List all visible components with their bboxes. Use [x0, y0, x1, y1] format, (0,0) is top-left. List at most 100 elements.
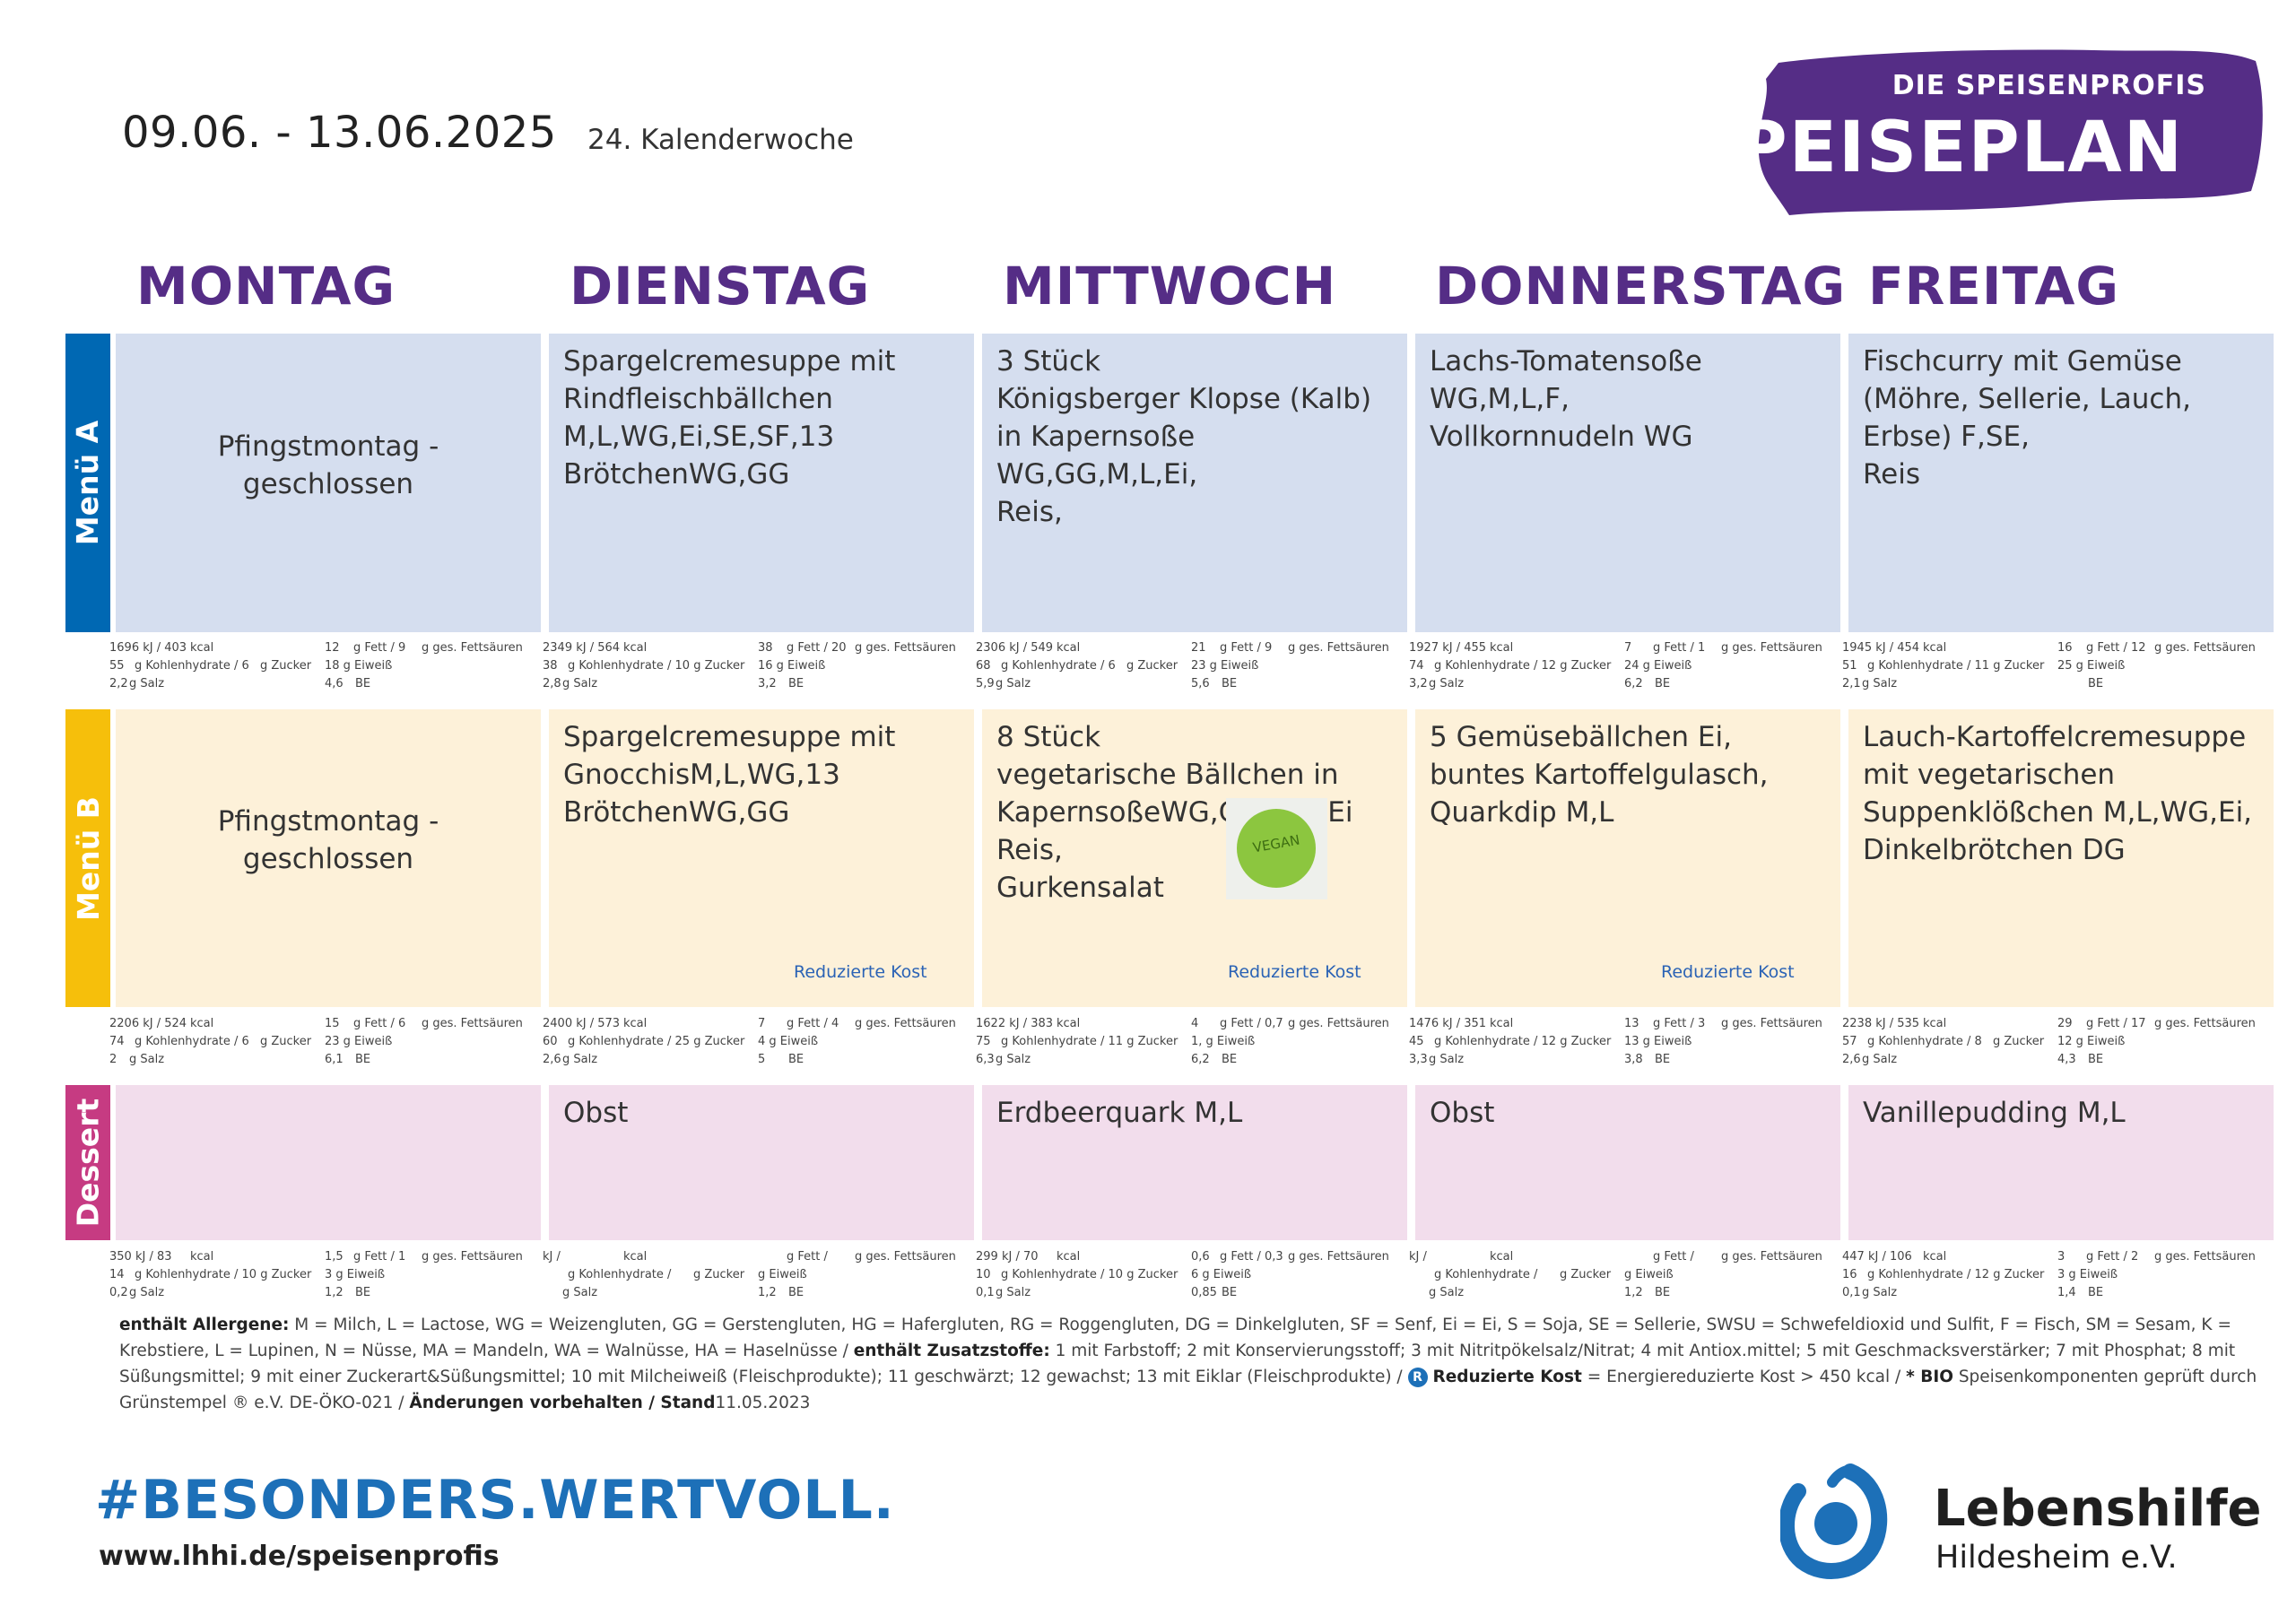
nutrition-value: g ges. Fettsäuren — [1721, 641, 1822, 655]
nutrition-value: g Fett / — [1653, 1250, 1694, 1264]
dessert-tuesday: Obst — [549, 1085, 974, 1240]
nutrition-value: BE — [355, 1286, 371, 1299]
nutrition-value: 2,2 — [109, 677, 128, 690]
nutrition-info: 350 kJ / 83 kcal 1,5 g Fett / 1 g ges. Fetts… — [109, 1248, 540, 1318]
nutrition-value: kcal — [190, 1250, 214, 1264]
nutrition-value: g Kohlenhydrate / 6 — [135, 659, 249, 673]
dessert-thursday: Obst — [1415, 1085, 1840, 1240]
day-header-thursday: DONNERSTAG — [1435, 256, 1847, 317]
nutrition-info: 2306 kJ / 549 kcal 21 g Fett / 9 g ges. Fett… — [976, 639, 1406, 709]
nutrition-value: kcal — [1057, 1250, 1081, 1264]
nutrition-value: g Fett / 20 — [787, 641, 847, 655]
nutrition-value: 24 g Eiweiß — [1624, 659, 1692, 673]
nutrition-value: g Salz — [1862, 1053, 1898, 1066]
reduced-diet-label: Reduzierte Kost — [1228, 962, 1361, 982]
nutrition-value: 21 — [1191, 641, 1206, 655]
nutrition-info: 2349 kJ / 564 kcal 38 g Fett / 20 g ges. Fet… — [543, 639, 973, 709]
nutrition-value: BE — [1222, 1053, 1238, 1066]
dessert-friday: Vanillepudding M,L — [1848, 1085, 2274, 1240]
nutrition-info: 1945 kJ / 454 kcal 16 g Fett / 12 g ges. Fet… — [1842, 639, 2273, 709]
nutrition-value: 5,6 — [1191, 677, 1210, 690]
nutrition-value: BE — [355, 677, 371, 690]
nutrition-value: g ges. Fettsäuren — [1288, 1250, 1389, 1264]
nutrition-value: g Salz — [129, 677, 165, 690]
menu-b-monday: Pfingstmontag - geschlossen — [116, 709, 541, 1007]
nutrition-value: g Zucker — [260, 1035, 312, 1048]
nutrition-value: BE — [2088, 1286, 2104, 1299]
nutrition-value: kcal — [623, 641, 648, 655]
legend-additives-text: 1 mit Farbstoff; 2 mit Konservierungssto… — [119, 1342, 2236, 1386]
nutrition-value: 13 — [1624, 1017, 1639, 1030]
nutrition-value: kcal — [623, 1250, 648, 1264]
nutrition-value: g ges. Fettsäuren — [855, 1017, 956, 1030]
nutrition-value: g Zucker — [1560, 1268, 1612, 1281]
lebenshilfe-logo-icon — [1779, 1455, 1888, 1581]
nutrition-value: g ges. Fettsäuren — [855, 1250, 956, 1264]
nutrition-value: 3,2 — [1409, 677, 1428, 690]
website-link[interactable]: www.lhhi.de/speisenprofis — [99, 1541, 500, 1572]
menu-a-thursday: Lachs-Tomatensoße WG,M,L,F, Vollkornnude… — [1415, 334, 1840, 632]
row-label-text: Menü A — [70, 420, 106, 546]
legend: enthält Allergene: M = Milch, L = Lactos… — [119, 1312, 2272, 1416]
nutrition-value: 1,2 — [325, 1286, 344, 1299]
menu-a-friday: Fischcurry mit Gemüse (Möhre, Sellerie, … — [1848, 334, 2274, 632]
nutrition-value: g Salz — [1429, 677, 1465, 690]
nutrition-value: g Salz — [562, 677, 598, 690]
nutrition-value: 16 — [2057, 641, 2073, 655]
nutrition-value: 2238 kJ / 535 — [1842, 1017, 1920, 1030]
nutrition-value: BE — [1655, 1053, 1671, 1066]
row-label-text: Dessert — [70, 1098, 106, 1228]
nutrition-value: g Zucker — [260, 659, 312, 673]
nutrition-value: 2306 kJ / 549 — [976, 641, 1054, 655]
nutrition-value: 4,3 — [2057, 1053, 2076, 1066]
row-label-text: Menü B — [70, 795, 106, 921]
nutrition-value: 12 g Eiweiß — [2057, 1035, 2126, 1048]
nutrition-value: 68 — [976, 659, 991, 673]
nutrition-value: 1,4 — [2057, 1286, 2076, 1299]
nutrition-info: kJ / kcal g Fett / g ges. Fettsäuren g Kohle… — [543, 1248, 973, 1318]
nutrition-value: 12 — [325, 641, 340, 655]
nutrition-info: 2238 kJ / 535 kcal 29 g Fett / 17 g ges. Fet… — [1842, 1015, 2273, 1085]
nutrition-value: g Kohlenhydrate / — [568, 1268, 672, 1281]
nutrition-value: BE — [788, 1053, 804, 1066]
nutrition-value: 2206 kJ / 524 — [109, 1017, 187, 1030]
nutrition-value: 447 kJ / 106 — [1842, 1250, 1912, 1264]
nutrition-value: g Eiweiß — [758, 1268, 807, 1281]
nutrition-value: g Salz — [1429, 1286, 1465, 1299]
nutrition-value: g ges. Fettsäuren — [2154, 1017, 2256, 1030]
nutrition-value: g ges. Fettsäuren — [422, 641, 523, 655]
nutrition-value: g ges. Fettsäuren — [2154, 1250, 2256, 1264]
nutrition-value: 3,8 — [1624, 1053, 1643, 1066]
nutrition-value: g Kohlenhydrate / 11 g Zucker — [1867, 659, 2045, 673]
menu-a-wednesday: 3 Stück Königsberger Klopse (Kalb) in Ka… — [982, 334, 1407, 632]
nutrition-value: g Salz — [996, 1053, 1031, 1066]
nutrition-value: 1,2 — [1624, 1286, 1643, 1299]
legend-additives-label: enthält Zusatzstoffe: — [853, 1342, 1050, 1360]
organization-name: Lebenshilfe — [1934, 1480, 2262, 1538]
nutrition-value: g Salz — [1862, 1286, 1898, 1299]
nutrition-value: 74 — [109, 1035, 125, 1048]
nutrition-value: 2400 kJ / 573 — [543, 1017, 621, 1030]
nutrition-value: 7 — [1624, 641, 1632, 655]
nutrition-value: 60 — [543, 1035, 558, 1048]
nutrition-value: g ges. Fettsäuren — [422, 1250, 523, 1264]
nutrition-value: 29 — [2057, 1017, 2073, 1030]
organization-city: Hildesheim e.V. — [1935, 1540, 2178, 1576]
nutrition-value: 5,9 — [976, 677, 995, 690]
nutrition-value: g Fett / — [787, 1250, 828, 1264]
nutrition-value: g Kohlenhydrate / 10 g Zucker — [135, 1268, 312, 1281]
day-header-friday: FREITAG — [1868, 256, 2120, 317]
nutrition-value: 4,6 — [325, 677, 344, 690]
nutrition-value: 74 — [1409, 659, 1424, 673]
nutrition-value: g Zucker — [1126, 659, 1178, 673]
nutrition-value: g Salz — [1862, 677, 1898, 690]
nutrition-info: 1622 kJ / 383 kcal 4 g Fett / 0,7 g ges. Fet… — [976, 1015, 1406, 1085]
nutrition-value: 45 — [1409, 1035, 1424, 1048]
nutrition-value: BE — [355, 1053, 371, 1066]
row-label-menu-b: Menü B — [65, 709, 110, 1007]
nutrition-info: 2400 kJ / 573 kcal 7 g Fett / 4 g ges. Fetts… — [543, 1015, 973, 1085]
nutrition-info: 2206 kJ / 524 kcal 15 g Fett / 6 g ges. Fett… — [109, 1015, 540, 1085]
nutrition-value: 14 — [109, 1268, 125, 1281]
legend-allergens-text: M = Milch, L = Lactose, WG = Weizenglute… — [119, 1316, 2231, 1360]
day-header-tuesday: DIENSTAG — [570, 256, 871, 317]
